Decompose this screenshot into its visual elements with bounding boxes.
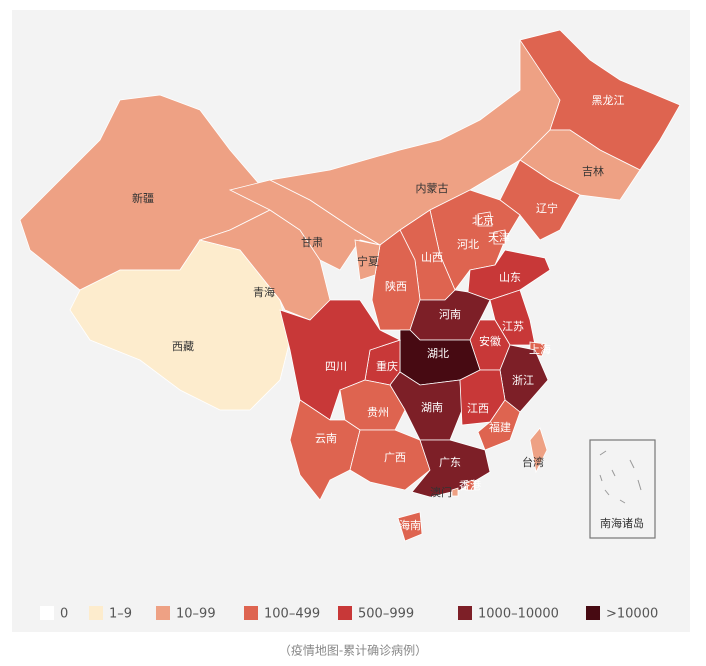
province-label: 海南 [399, 518, 421, 532]
province-label: 湖南 [421, 401, 443, 414]
province-shape [477, 211, 493, 227]
province-label: 天津 [488, 231, 510, 244]
legend: 0 1–9 10–99 100–499 500–999 1000–10000 >10000 [40, 606, 658, 622]
legend-swatch [458, 606, 472, 620]
province-label: 湖北 [427, 347, 449, 360]
province-shape [289, 399, 361, 501]
province-label: 吉林 [582, 164, 604, 178]
province-label: 香港 [459, 479, 481, 492]
legend-swatch [244, 606, 258, 620]
legend-label: 0 [60, 607, 68, 622]
legend-swatch [586, 606, 600, 620]
province-label: 广东 [439, 456, 461, 469]
province-shape [529, 427, 548, 474]
province-label: 山东 [499, 271, 521, 284]
legend-label: 500–999 [358, 607, 414, 622]
province-label: 浙江 [512, 374, 534, 387]
province-shape [493, 229, 506, 245]
province-label: 新疆 [132, 191, 154, 205]
province-label: 重庆 [376, 359, 398, 373]
province-label: 甘肃 [301, 236, 323, 249]
province-shape [519, 29, 681, 171]
province-shape [349, 429, 431, 491]
province-label: 山西 [421, 251, 443, 264]
province-shape [354, 239, 381, 281]
province-shape [451, 487, 459, 497]
province-label: 云南 [315, 432, 337, 445]
province-label: 台湾 [522, 455, 544, 469]
province-shape [69, 239, 291, 411]
province-label: 贵州 [367, 406, 389, 419]
province-label: 安徽 [479, 334, 501, 348]
legend-label: 10–99 [176, 607, 216, 622]
legend-swatch [40, 606, 54, 620]
province-shape [397, 511, 423, 542]
province-label: 黑龙江 [592, 94, 625, 107]
inset-islands [599, 450, 642, 504]
legend-label: 1–9 [109, 607, 132, 622]
provinces [19, 29, 681, 542]
province-label: 西藏 [172, 340, 194, 353]
province-label: 上海 [529, 342, 551, 356]
province-label: 福建 [489, 420, 511, 434]
province-label: 江苏 [502, 320, 524, 333]
province-label: 江西 [467, 402, 489, 415]
province-label: 青海 [253, 285, 275, 299]
province-label: 澳门 [430, 485, 452, 499]
province-label: 宁夏 [357, 254, 379, 268]
province-shape [465, 479, 475, 491]
inset-label: 南海诸岛 [600, 516, 644, 530]
legend-label: 100–499 [264, 607, 320, 622]
province-label: 河南 [439, 308, 461, 321]
province-label: 四川 [325, 360, 347, 373]
province-label: 北京 [472, 213, 494, 227]
province-label: 内蒙古 [416, 181, 449, 195]
province-label: 河北 [457, 238, 479, 251]
province-label: 辽宁 [536, 201, 558, 215]
province-label: 广西 [384, 451, 406, 464]
inset-frame [589, 439, 656, 539]
legend-swatch [89, 606, 103, 620]
legend-swatch [338, 606, 352, 620]
province-shape [477, 399, 521, 451]
legend-label: 1000–10000 [478, 607, 559, 622]
legend-swatch [156, 606, 170, 620]
caption: （疫情地图-累计确诊病例） [279, 643, 427, 658]
legend-label: >10000 [606, 607, 658, 622]
province-label: 陕西 [385, 279, 407, 293]
inset: 南海诸岛 [589, 439, 656, 539]
